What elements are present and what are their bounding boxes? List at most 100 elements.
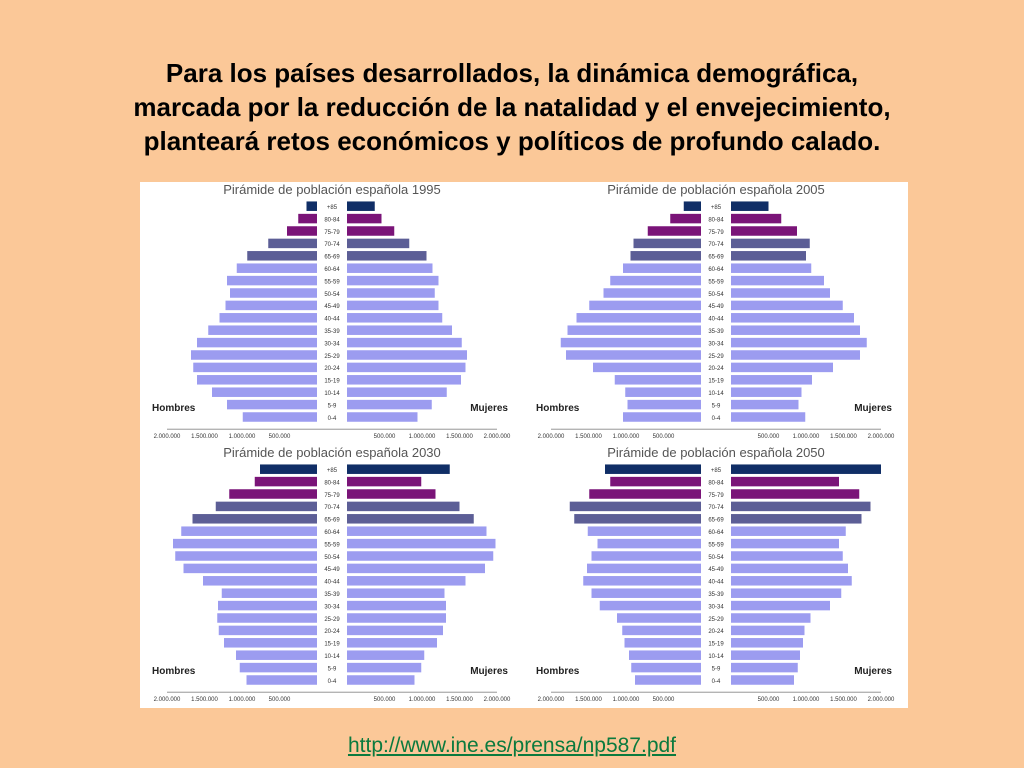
x-tick-label-3-6: 1.500.000 xyxy=(830,697,857,703)
age-label-2-50-54: 50-54 xyxy=(324,555,340,561)
x-tick-label-0-0: 2.000.000 xyxy=(154,434,181,440)
x-tick-label-0-1: 1.500.000 xyxy=(191,434,218,440)
x-tick-label-1-0: 2.000.000 xyxy=(538,434,565,440)
age-label-1-10-14: 10-14 xyxy=(708,391,724,397)
x-tick-label-0-2: 1.000.000 xyxy=(229,434,256,440)
age-label-3-+85: +85 xyxy=(711,468,722,474)
mujeres-label-3: Mujeres xyxy=(854,666,892,677)
male-bar-3-20-24 xyxy=(622,625,701,636)
x-tick-label-3-5: 1.000.000 xyxy=(793,697,820,703)
female-bar-2-+85 xyxy=(347,464,450,474)
female-bar-1-+85 xyxy=(731,201,769,211)
age-label-1-45-49: 45-49 xyxy=(708,304,724,310)
age-label-2-80-84: 80-84 xyxy=(324,480,340,486)
x-tick-label-0-5: 1.000.000 xyxy=(409,434,436,440)
male-bar-2-5-9 xyxy=(239,662,317,673)
x-tick-label-0-6: 1.500.000 xyxy=(446,434,473,440)
female-bar-0-55-59 xyxy=(347,275,439,286)
age-label-2-40-44: 40-44 xyxy=(324,580,340,586)
male-bar-0-80-84 xyxy=(298,213,317,224)
source-link[interactable]: http://www.ine.es/prensa/np587.pdf xyxy=(347,734,677,757)
x-tick-label-1-7: 2.000.000 xyxy=(868,434,895,440)
male-bar-0-5-9 xyxy=(227,399,317,410)
age-label-1-55-59: 55-59 xyxy=(708,279,724,285)
female-bar-0-60-64 xyxy=(347,263,433,273)
female-bar-1-0-4 xyxy=(731,412,806,422)
male-bar-0-0-4 xyxy=(242,412,317,422)
female-bar-3-60-64 xyxy=(731,526,846,536)
x-tick-label-3-1: 1.500.000 xyxy=(575,697,602,703)
female-bar-3-+85 xyxy=(731,464,881,474)
male-bar-1-40-44 xyxy=(576,313,701,323)
age-label-0-65-69: 65-69 xyxy=(324,255,340,261)
age-label-2-65-69: 65-69 xyxy=(324,518,340,524)
age-label-2-0-4: 0-4 xyxy=(328,679,337,685)
hombres-label-2: Hombres xyxy=(152,666,196,677)
female-bar-2-50-54 xyxy=(347,551,494,561)
male-bar-1-80-84 xyxy=(670,213,701,224)
age-label-1-20-24: 20-24 xyxy=(708,366,724,372)
male-bar-3-60-64 xyxy=(587,526,701,536)
male-bar-3-10-14 xyxy=(629,650,701,660)
male-bar-1-50-54 xyxy=(603,288,701,298)
age-label-3-0-4: 0-4 xyxy=(712,679,721,685)
male-bar-1-65-69 xyxy=(630,251,701,261)
age-label-1-30-34: 30-34 xyxy=(708,341,724,347)
female-bar-3-70-74 xyxy=(731,501,871,512)
male-bar-2-20-24 xyxy=(218,625,317,636)
x-tick-label-2-2: 1.000.000 xyxy=(229,697,256,703)
hombres-label-1: Hombres xyxy=(536,403,580,414)
male-bar-1-15-19 xyxy=(614,375,701,385)
male-bar-2-+85 xyxy=(260,464,317,474)
male-bar-0-60-64 xyxy=(236,263,317,273)
age-label-0-30-34: 30-34 xyxy=(324,341,340,347)
age-label-1-25-29: 25-29 xyxy=(708,354,724,360)
female-bar-0-5-9 xyxy=(347,399,432,410)
female-bar-2-70-74 xyxy=(347,501,460,512)
male-bar-2-10-14 xyxy=(236,650,317,660)
male-bar-2-70-74 xyxy=(215,501,317,512)
female-bar-3-20-24 xyxy=(731,625,805,636)
male-bar-1-10-14 xyxy=(625,387,701,397)
female-bar-0-15-19 xyxy=(347,375,461,385)
male-bar-0-75-79 xyxy=(287,226,317,236)
age-label-3-15-19: 15-19 xyxy=(708,642,724,648)
female-bar-3-50-54 xyxy=(731,551,843,561)
male-bar-0-55-59 xyxy=(227,275,317,286)
male-bar-2-60-64 xyxy=(181,526,317,536)
female-bar-3-35-39 xyxy=(731,588,842,598)
male-bar-0-15-19 xyxy=(197,375,317,385)
female-bar-2-60-64 xyxy=(347,526,487,536)
x-tick-label-0-4: 500.000 xyxy=(374,434,396,440)
x-tick-label-1-1: 1.500.000 xyxy=(575,434,602,440)
age-label-3-30-34: 30-34 xyxy=(708,604,724,610)
female-bar-1-35-39 xyxy=(731,325,860,335)
female-bar-3-30-34 xyxy=(731,600,830,611)
female-bar-1-10-14 xyxy=(731,387,802,397)
x-tick-label-2-7: 2.000.000 xyxy=(484,697,511,703)
male-bar-2-80-84 xyxy=(254,476,317,487)
slide-title-line-2: marcada por la reducción de la natalidad… xyxy=(133,92,891,122)
female-bar-0-30-34 xyxy=(347,337,462,348)
female-bar-1-40-44 xyxy=(731,313,854,323)
female-bar-0-75-79 xyxy=(347,226,395,236)
male-bar-0-10-14 xyxy=(212,387,317,397)
age-label-0-55-59: 55-59 xyxy=(324,279,340,285)
female-bar-3-25-29 xyxy=(731,613,811,623)
male-bar-3-65-69 xyxy=(574,514,701,524)
female-bar-1-70-74 xyxy=(731,238,810,249)
male-bar-2-50-54 xyxy=(175,551,317,561)
age-label-2-45-49: 45-49 xyxy=(324,567,340,573)
female-bar-0-25-29 xyxy=(347,350,467,360)
x-tick-label-3-0: 2.000.000 xyxy=(538,697,565,703)
x-tick-label-2-4: 500.000 xyxy=(374,697,396,703)
male-bar-2-30-34 xyxy=(218,600,317,611)
female-bar-3-65-69 xyxy=(731,514,862,524)
male-bar-2-55-59 xyxy=(173,538,317,549)
source-line: http://www.ine.es/prensa/np587.pdf xyxy=(0,734,1024,758)
male-bar-1-0-4 xyxy=(623,412,701,422)
male-bar-3-35-39 xyxy=(591,588,701,598)
x-tick-label-1-5: 1.000.000 xyxy=(793,434,820,440)
age-label-3-50-54: 50-54 xyxy=(708,555,724,561)
female-bar-2-0-4 xyxy=(347,675,415,685)
